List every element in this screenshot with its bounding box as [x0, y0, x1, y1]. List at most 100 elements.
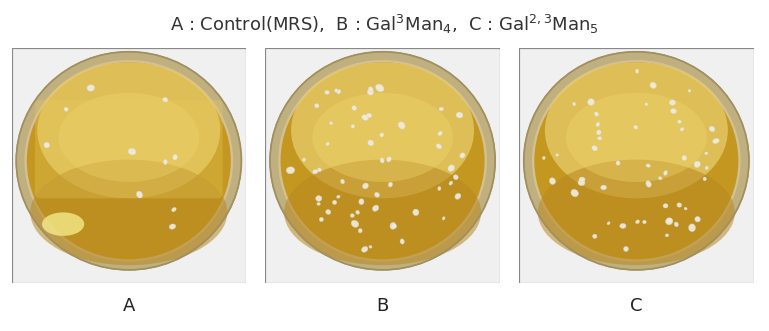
- Ellipse shape: [316, 196, 322, 201]
- Ellipse shape: [27, 62, 231, 259]
- Ellipse shape: [677, 203, 682, 207]
- Ellipse shape: [703, 177, 707, 181]
- Ellipse shape: [30, 160, 228, 265]
- Ellipse shape: [688, 224, 695, 232]
- Ellipse shape: [532, 60, 741, 262]
- Ellipse shape: [438, 187, 441, 190]
- Text: A : Control(MRS),  B : Gal$^3$Man$_4$,  C : Gal$^{2,3}$Man$_5$: A : Control(MRS), B : Gal$^3$Man$_4$, C …: [170, 13, 599, 36]
- Ellipse shape: [58, 93, 199, 182]
- Ellipse shape: [169, 224, 176, 229]
- Ellipse shape: [131, 149, 135, 151]
- Ellipse shape: [455, 193, 461, 199]
- Ellipse shape: [368, 89, 374, 95]
- Ellipse shape: [44, 142, 50, 148]
- Ellipse shape: [677, 120, 681, 123]
- Ellipse shape: [669, 100, 676, 105]
- Ellipse shape: [542, 156, 545, 160]
- Ellipse shape: [315, 104, 319, 108]
- Ellipse shape: [362, 183, 368, 189]
- Ellipse shape: [361, 115, 368, 120]
- Ellipse shape: [682, 155, 687, 161]
- Ellipse shape: [663, 204, 668, 208]
- Ellipse shape: [380, 133, 384, 137]
- Ellipse shape: [390, 222, 396, 229]
- Ellipse shape: [278, 60, 487, 262]
- Ellipse shape: [359, 199, 364, 205]
- Ellipse shape: [332, 200, 337, 205]
- Ellipse shape: [650, 82, 657, 88]
- Ellipse shape: [380, 158, 384, 163]
- Ellipse shape: [312, 93, 453, 182]
- Ellipse shape: [713, 138, 719, 144]
- Ellipse shape: [361, 247, 368, 252]
- Text: B: B: [377, 297, 388, 315]
- Ellipse shape: [598, 136, 602, 140]
- Ellipse shape: [671, 108, 677, 114]
- Ellipse shape: [413, 209, 419, 215]
- Ellipse shape: [319, 217, 324, 222]
- Ellipse shape: [674, 222, 678, 227]
- Ellipse shape: [136, 191, 142, 198]
- Ellipse shape: [87, 85, 95, 91]
- Ellipse shape: [270, 52, 495, 270]
- Ellipse shape: [368, 140, 374, 146]
- Ellipse shape: [375, 192, 380, 197]
- Ellipse shape: [317, 202, 321, 205]
- Ellipse shape: [400, 239, 404, 244]
- Ellipse shape: [579, 177, 585, 182]
- Ellipse shape: [173, 154, 178, 160]
- Ellipse shape: [596, 122, 600, 127]
- Ellipse shape: [281, 62, 484, 259]
- Ellipse shape: [286, 167, 295, 174]
- Ellipse shape: [634, 125, 638, 129]
- Ellipse shape: [694, 161, 701, 167]
- Ellipse shape: [709, 126, 715, 132]
- Ellipse shape: [326, 142, 329, 146]
- Ellipse shape: [391, 224, 397, 228]
- Ellipse shape: [351, 124, 355, 128]
- Ellipse shape: [163, 97, 168, 102]
- Ellipse shape: [645, 103, 647, 106]
- Ellipse shape: [326, 210, 331, 214]
- Ellipse shape: [684, 207, 687, 210]
- Ellipse shape: [318, 168, 321, 172]
- Ellipse shape: [705, 166, 708, 170]
- Ellipse shape: [313, 169, 318, 174]
- Ellipse shape: [284, 160, 481, 265]
- Ellipse shape: [368, 87, 373, 91]
- Ellipse shape: [688, 89, 691, 92]
- Ellipse shape: [42, 213, 85, 236]
- Ellipse shape: [335, 89, 338, 92]
- Ellipse shape: [635, 220, 640, 224]
- Ellipse shape: [337, 195, 340, 198]
- Ellipse shape: [351, 213, 355, 217]
- Ellipse shape: [171, 208, 176, 212]
- Ellipse shape: [351, 220, 358, 227]
- Ellipse shape: [456, 112, 463, 118]
- Ellipse shape: [588, 99, 594, 105]
- Ellipse shape: [646, 181, 651, 187]
- Ellipse shape: [680, 127, 684, 131]
- Ellipse shape: [695, 216, 701, 222]
- Ellipse shape: [325, 90, 329, 94]
- Ellipse shape: [545, 62, 727, 198]
- Ellipse shape: [667, 218, 671, 222]
- Ellipse shape: [453, 175, 458, 180]
- Ellipse shape: [460, 153, 465, 158]
- Ellipse shape: [387, 157, 391, 162]
- Ellipse shape: [369, 246, 372, 248]
- Ellipse shape: [38, 62, 220, 198]
- Ellipse shape: [624, 247, 628, 252]
- Ellipse shape: [597, 130, 601, 135]
- Ellipse shape: [337, 90, 341, 94]
- Ellipse shape: [593, 234, 597, 238]
- Ellipse shape: [658, 177, 662, 180]
- Ellipse shape: [302, 158, 305, 162]
- Ellipse shape: [620, 223, 626, 228]
- Ellipse shape: [573, 102, 576, 106]
- Ellipse shape: [566, 93, 707, 182]
- Ellipse shape: [375, 84, 384, 92]
- Ellipse shape: [616, 161, 620, 165]
- Ellipse shape: [534, 62, 738, 259]
- Ellipse shape: [341, 179, 345, 184]
